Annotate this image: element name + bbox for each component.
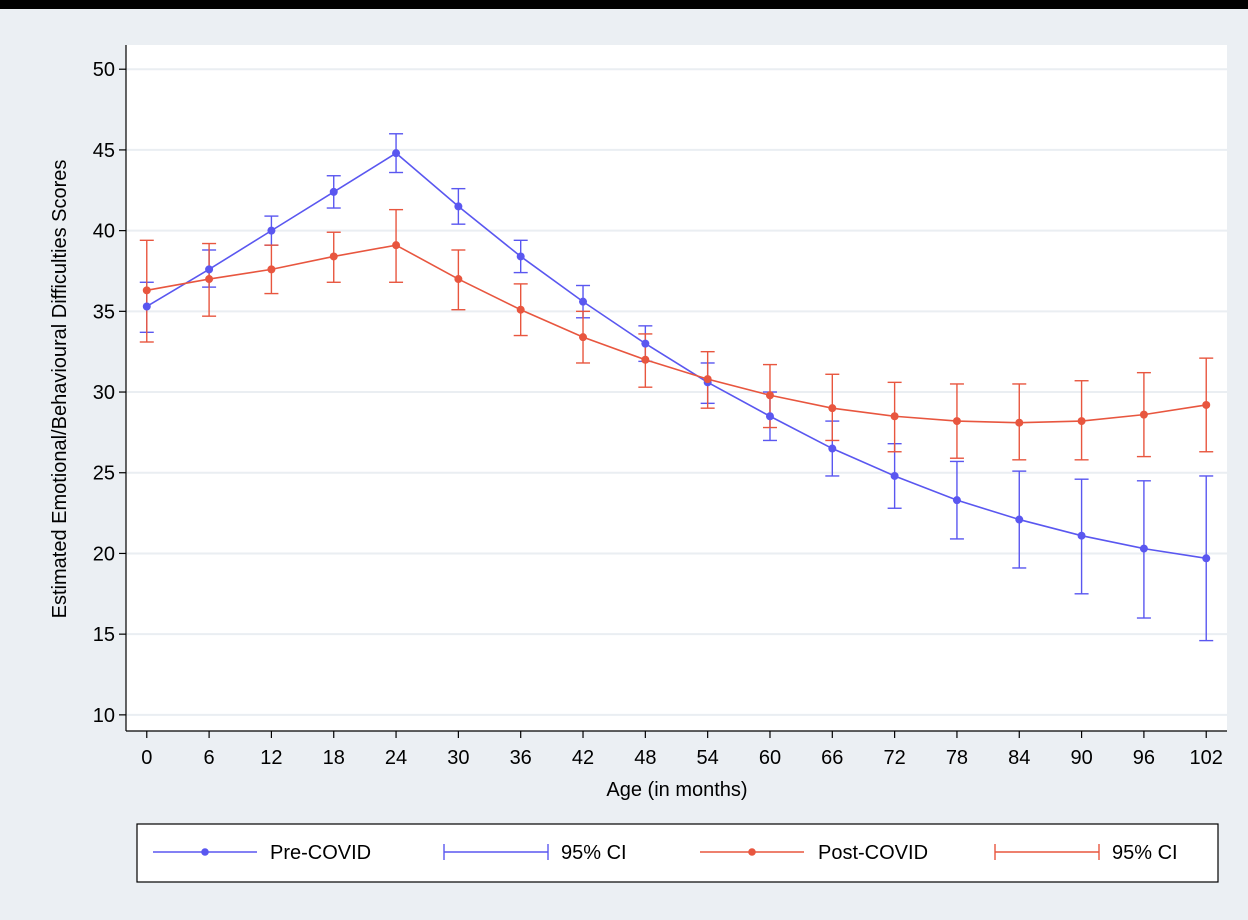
pre-covid-point [828,444,837,453]
pre-covid-point [516,252,525,261]
x-tick-label: 24 [385,747,407,769]
pre-covid-point [267,226,276,235]
x-tick-label: 102 [1190,747,1223,769]
x-tick-label: 30 [447,747,469,769]
post-covid-point [828,404,837,413]
post-covid-point [765,391,774,400]
post-covid-point [952,417,961,426]
pre-covid-point [329,187,338,196]
pre-covid-point [205,265,214,274]
legend-swatch-post-covid-marker [748,848,756,856]
top-border [0,0,1248,9]
legend-label-pre-covid-ci: 95% CI [561,842,627,864]
x-tick-label: 96 [1133,747,1155,769]
x-tick-label: 6 [204,747,215,769]
y-tick-label: 50 [93,59,115,81]
x-tick-label: 60 [759,747,781,769]
y-tick-label: 40 [93,221,115,243]
x-tick-label: 84 [1008,747,1030,769]
post-covid-point [1015,418,1024,427]
x-tick-label: 54 [697,747,719,769]
x-axis-title: Age (in months) [606,779,747,801]
pre-covid-point [1202,554,1211,563]
gridlines [126,68,1227,716]
pre-covid-point [142,302,151,311]
legend-swatch-pre-covid-marker [201,848,209,856]
series-points [142,149,1211,563]
pre-covid-point [1015,515,1024,524]
x-tick-label: 36 [510,747,532,769]
post-covid-point [142,286,151,295]
post-covid-point [579,333,588,342]
legend-label-post-covid-ci: 95% CI [1112,842,1178,864]
y-tick-label: 25 [93,463,115,485]
pre-covid-point [392,149,401,158]
pre-covid-line [146,152,1207,560]
x-tick-label: 48 [634,747,656,769]
x-axis-ticks: 0 6 12 18 24 30 36 42 48 54 60 66 72 78 84 90 96 102 [141,731,1223,769]
pre-covid-point [952,496,961,505]
post-covid-line [146,244,1207,424]
pre-covid-point [454,202,463,211]
plot-area [126,45,1227,731]
post-covid-point [1077,417,1086,426]
y-tick-label: 35 [93,301,115,323]
pre-covid-point [579,297,588,306]
x-tick-label: 18 [323,747,345,769]
y-axis-title: Estimated Emotional/Behavioural Difficul… [49,160,71,619]
post-covid-point [703,375,712,384]
y-tick-label: 45 [93,140,115,162]
x-tick-label: 72 [883,747,905,769]
legend-box [136,823,1219,883]
post-covid-point [267,265,276,274]
x-tick-label: 12 [260,747,282,769]
post-covid-point [890,412,899,421]
post-covid-point [205,275,214,284]
x-tick-label: 0 [141,747,152,769]
post-covid-point [329,252,338,261]
post-covid-point [1139,410,1148,419]
y-tick-label: 15 [93,624,115,646]
post-covid-point [641,355,650,364]
post-covid-point [1202,400,1211,409]
x-tick-label: 90 [1070,747,1092,769]
x-tick-label: 42 [572,747,594,769]
x-tick-label: 78 [946,747,968,769]
legend-label-pre-covid: Pre-COVID [270,842,371,864]
post-covid-point [454,275,463,284]
post-covid-point [516,305,525,314]
pre-covid-point [641,339,650,348]
y-tick-label: 10 [93,705,115,727]
pre-covid-point [1077,531,1086,540]
x-tick-label: 66 [821,747,843,769]
pre-covid-point [1139,544,1148,553]
pre-covid-point [765,412,774,421]
y-tick-label: 20 [93,543,115,565]
y-axis-ticks: 10 15 20 25 30 35 40 45 50 [93,59,126,727]
series-lines [146,152,1207,560]
legend-label-post-covid: Post-COVID [818,842,928,864]
pre-covid-point [890,471,899,480]
post-covid-point [392,241,401,250]
legend: Pre-COVID 95% CI Post-COVID 95% CI [136,823,1219,883]
y-tick-label: 30 [93,382,115,404]
